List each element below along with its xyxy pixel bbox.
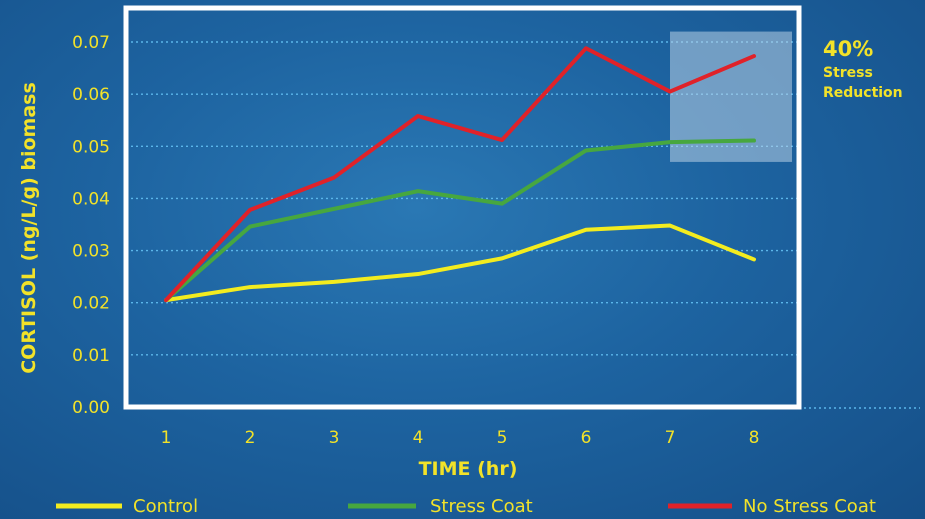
data-point: [249, 286, 251, 288]
data-point: [417, 190, 419, 192]
legend-label-2: Stress Coat: [430, 496, 533, 517]
data-point: [501, 139, 503, 141]
annotation-line1: Stress: [823, 65, 873, 81]
x-tick-label: 8: [749, 428, 760, 448]
data-point: [333, 208, 335, 210]
x-tick-label: 2: [245, 428, 256, 448]
y-tick-label: 0.01: [72, 346, 110, 366]
legend: Control Stress Coat No Stress Coat: [56, 496, 876, 517]
data-point: [585, 47, 587, 49]
data-point: [249, 209, 251, 211]
data-point: [333, 177, 335, 179]
y-tick-label: 0.05: [72, 137, 110, 157]
x-tick-label: 5: [497, 428, 508, 448]
y-tick-label: 0.00: [72, 398, 110, 418]
y-tick-label: 0.07: [72, 33, 110, 53]
data-point: [417, 273, 419, 275]
x-axis-ticks: 1 2 3 4 5 6 7 8: [161, 428, 760, 448]
data-point: [333, 281, 335, 283]
series-lines: [164, 46, 756, 303]
plot-frame: [123, 5, 802, 410]
x-tick-label: 3: [329, 428, 340, 448]
data-point: [417, 115, 419, 117]
data-point: [249, 226, 251, 228]
data-point: [669, 91, 671, 93]
data-point: [753, 55, 755, 57]
x-tick-label: 4: [413, 428, 424, 448]
x-tick-label: 6: [581, 428, 592, 448]
legend-label-1: Control: [133, 496, 198, 517]
data-point: [165, 299, 167, 301]
data-point: [501, 203, 503, 205]
data-point: [585, 149, 587, 151]
data-point: [669, 141, 671, 143]
data-point: [585, 229, 587, 231]
annotation-line2: Reduction: [823, 85, 903, 101]
x-tick-label: 1: [161, 428, 172, 448]
data-point: [669, 225, 671, 227]
series-line-2: [164, 138, 756, 303]
data-point: [501, 257, 503, 259]
data-point: [753, 140, 755, 142]
y-tick-label: 0.04: [72, 189, 110, 209]
annotation-percent: 40%: [823, 37, 873, 61]
series-line-3: [164, 46, 756, 303]
y-axis-title: CORTISOL (ng/L/g) biomass: [18, 82, 40, 374]
y-tick-label: 0.06: [72, 85, 110, 105]
data-point: [753, 258, 755, 260]
x-tick-label: 7: [665, 428, 676, 448]
y-tick-label: 0.02: [72, 294, 110, 314]
legend-label-3: No Stress Coat: [743, 496, 876, 517]
x-axis-title: TIME (hr): [419, 458, 518, 480]
y-tick-label: 0.03: [72, 242, 110, 262]
y-axis-ticks: 0.00 0.01 0.02 0.03 0.04 0.05 0.06 0.07: [72, 33, 110, 418]
series-line-1: [164, 223, 756, 303]
